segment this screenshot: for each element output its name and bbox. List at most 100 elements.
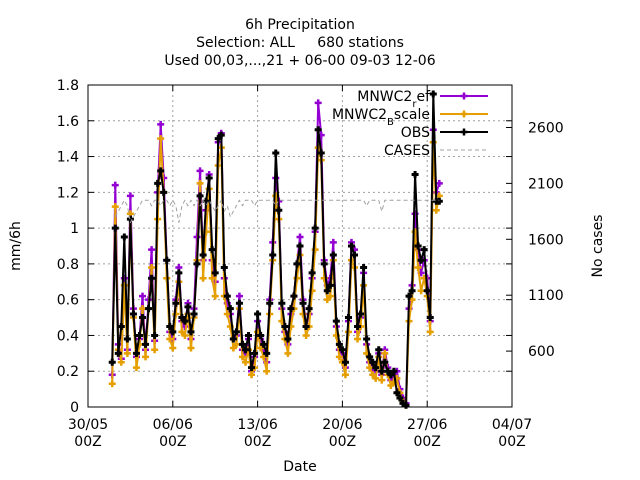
y2-tick-label: 600 — [528, 344, 555, 360]
data-point — [308, 269, 316, 277]
data-point — [142, 353, 150, 361]
data-point — [241, 358, 249, 366]
x-axis-label: Date — [283, 459, 316, 475]
data-point — [354, 335, 362, 343]
data-point — [132, 349, 140, 357]
data-point — [435, 179, 443, 187]
data-point — [341, 371, 349, 379]
data-point — [354, 323, 362, 330]
data-point — [341, 358, 349, 366]
data-point — [251, 349, 259, 357]
data-point — [241, 346, 249, 354]
data-point — [296, 233, 304, 241]
data-point — [187, 344, 195, 352]
data-point — [114, 349, 122, 357]
legend-label: OBS — [401, 125, 430, 141]
y2-tick-label: 2600 — [528, 120, 564, 136]
data-point — [417, 256, 425, 264]
data-point — [245, 331, 253, 339]
data-point — [111, 203, 119, 211]
data-point — [311, 224, 319, 232]
data-point — [148, 263, 156, 271]
legend-marker — [460, 128, 468, 136]
data-point — [369, 358, 377, 366]
y-tick-label: 0.6 — [57, 293, 79, 309]
data-point — [366, 353, 374, 361]
legend-entry: OBS — [401, 125, 488, 141]
x-tick-label: 30/05 — [68, 417, 108, 433]
data-point — [305, 305, 313, 313]
y-tick-label: 0 — [70, 400, 79, 416]
legend-marker — [460, 110, 468, 118]
data-point — [142, 340, 150, 348]
data-point — [381, 349, 389, 357]
legend-label: CASES — [384, 143, 430, 159]
data-point — [320, 260, 328, 268]
data-point — [323, 287, 331, 295]
y-tick-label: 1.8 — [57, 78, 79, 94]
legend-marker — [460, 92, 468, 100]
data-point — [111, 224, 119, 232]
data-point — [166, 335, 174, 343]
data-point — [263, 349, 271, 357]
legend-entry: MNWC2Bscale — [332, 107, 488, 128]
data-point — [117, 358, 125, 366]
data-point — [181, 331, 189, 339]
data-point — [248, 371, 256, 379]
data-point — [166, 323, 174, 330]
data-point — [335, 353, 343, 361]
x-tick-label-hour: 00Z — [159, 434, 186, 450]
data-point — [426, 328, 434, 336]
x-tick-label: 20/06 — [322, 417, 362, 433]
chart-title-line-2: Selection: ALL 680 stations — [196, 35, 404, 51]
data-point — [402, 401, 410, 409]
data-point — [293, 260, 301, 268]
data-point — [357, 310, 365, 318]
data-point — [157, 167, 165, 175]
data-point — [184, 303, 192, 311]
data-point — [160, 188, 168, 196]
data-point — [281, 323, 289, 330]
data-point — [329, 238, 337, 246]
data-point — [420, 246, 428, 254]
data-point — [117, 323, 125, 330]
data-point — [366, 364, 374, 372]
data-point — [157, 120, 165, 128]
data-point — [196, 167, 204, 175]
data-point — [390, 367, 398, 375]
x-tick-label: 06/06 — [153, 417, 193, 433]
data-point — [375, 346, 383, 354]
data-point — [169, 344, 177, 352]
data-point — [193, 260, 201, 268]
data-point — [381, 358, 389, 366]
data-point — [220, 263, 228, 271]
data-point — [211, 292, 219, 300]
data-point — [272, 149, 280, 157]
data-point — [208, 246, 216, 254]
data-point — [235, 299, 243, 307]
data-point — [126, 192, 134, 200]
data-point — [351, 251, 359, 259]
data-point — [429, 90, 437, 98]
data-point — [157, 135, 165, 143]
series-layer — [108, 90, 443, 409]
data-point — [196, 179, 204, 187]
plot-frame — [87, 84, 513, 408]
data-point — [120, 233, 128, 241]
data-point — [223, 292, 231, 300]
data-point — [414, 263, 422, 271]
data-point — [299, 299, 307, 307]
data-point — [154, 179, 162, 187]
data-point — [151, 331, 159, 339]
data-point — [302, 323, 310, 330]
data-point — [329, 251, 337, 259]
data-point — [139, 314, 147, 322]
data-point — [196, 192, 204, 200]
data-point — [169, 328, 177, 336]
data-point — [217, 131, 225, 139]
axis-ticks: 0 0.2 0.4 0.6 0.8 1 1.2 1.4 1.6 1.8 600 1100 1600 210… — [57, 78, 564, 450]
data-point — [123, 349, 131, 357]
y2-tick-label: 1100 — [528, 288, 564, 304]
data-point — [139, 305, 147, 313]
data-point — [151, 346, 159, 354]
